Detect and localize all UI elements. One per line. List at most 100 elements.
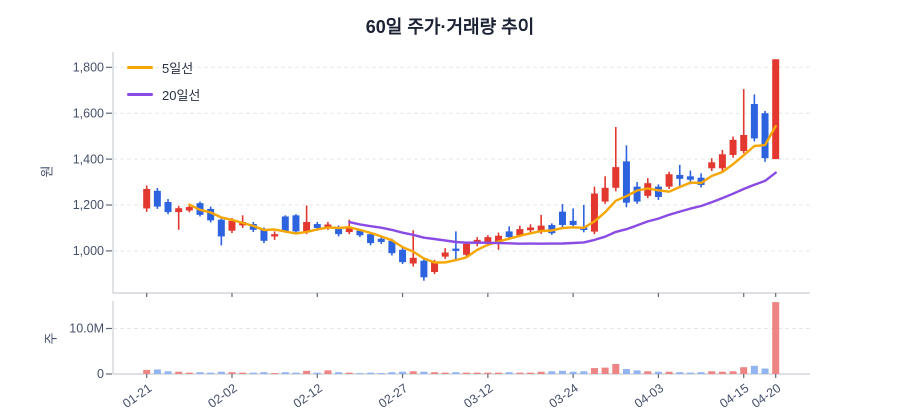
- price-axis-unit-label: 원: [39, 165, 55, 178]
- chart-title: 60일 주가·거래량 추이: [365, 17, 535, 37]
- legend-label: 20일선: [162, 88, 201, 103]
- candle: [303, 205, 311, 235]
- candle: [292, 214, 300, 233]
- candle: [207, 206, 215, 223]
- ma20-line: [348, 171, 777, 245]
- volume-bar: [228, 372, 236, 374]
- candle: [452, 231, 460, 260]
- volume-bar: [185, 372, 193, 374]
- candle: [718, 149, 726, 172]
- volume-bar: [612, 363, 620, 374]
- svg-text:04-20: 04-20: [749, 381, 783, 411]
- ma20-line-swatch: [127, 93, 153, 96]
- volume-bar: [772, 302, 780, 374]
- volume-bar: [718, 371, 726, 374]
- svg-text:02-12: 02-12: [291, 381, 325, 411]
- volume-bar: [399, 371, 407, 374]
- volume-bar: [516, 372, 524, 374]
- svg-text:02-27: 02-27: [376, 381, 410, 411]
- svg-text:1,400: 1,400: [73, 152, 104, 166]
- candle: [526, 224, 534, 233]
- candle: [505, 226, 513, 240]
- candle: [558, 204, 566, 228]
- candle: [335, 225, 343, 237]
- volume-bar: [292, 372, 300, 374]
- candle: [612, 126, 620, 192]
- volume-bar: [388, 372, 396, 374]
- volume-bar: [708, 371, 716, 374]
- candle: [441, 248, 449, 259]
- volume-bar: [431, 372, 439, 374]
- candle: [420, 258, 428, 281]
- candle: [686, 170, 694, 185]
- candle: [271, 231, 279, 240]
- candle: [708, 158, 716, 172]
- volume-bar: [729, 371, 737, 374]
- volume-bar: [697, 372, 705, 374]
- volume-bar: [665, 371, 673, 374]
- candle: [431, 259, 439, 275]
- svg-text:01-21: 01-21: [120, 381, 154, 411]
- candle: [463, 241, 471, 257]
- volume-bar: [239, 372, 247, 374]
- volume-bar: [505, 372, 513, 374]
- volume-bar: [686, 372, 694, 374]
- candle: [153, 188, 161, 209]
- volume-bar: [761, 368, 769, 374]
- candle: [676, 164, 684, 187]
- volume-bar: [153, 369, 161, 374]
- candle: [516, 225, 524, 238]
- svg-text:10.0M: 10.0M: [69, 322, 104, 336]
- candle: [740, 89, 748, 154]
- candle: [729, 136, 737, 158]
- candle: [697, 173, 705, 188]
- volume-bar: [452, 372, 460, 374]
- candle: [750, 94, 758, 142]
- candle: [260, 227, 268, 244]
- volume-bar: [601, 367, 609, 374]
- volume-bar: [345, 372, 353, 374]
- svg-text:02-02: 02-02: [205, 381, 239, 411]
- volume-bar: [303, 370, 311, 374]
- volume-bar: [569, 371, 577, 374]
- volume-bar: [420, 371, 428, 374]
- volume-bar: [335, 372, 343, 374]
- candle: [185, 204, 193, 213]
- moving-average-lines: [188, 124, 777, 264]
- candle: [590, 186, 598, 235]
- volume-bar: [271, 373, 279, 375]
- volume-bar: [580, 371, 588, 374]
- volume-bar: [484, 372, 492, 374]
- candle: [281, 215, 289, 233]
- volume-bar: [356, 373, 364, 375]
- svg-text:03-12: 03-12: [461, 381, 495, 411]
- volume-bar: [526, 372, 534, 374]
- price-gridlines: [113, 66, 810, 329]
- candle: [761, 110, 769, 162]
- candle: [399, 247, 407, 264]
- candle: [356, 229, 364, 238]
- svg-text:04-15: 04-15: [717, 381, 751, 411]
- svg-text:1,600: 1,600: [73, 106, 104, 120]
- candle: [217, 216, 225, 246]
- svg-text:1,800: 1,800: [73, 61, 104, 75]
- volume-bars: [143, 302, 780, 375]
- volume-bar: [249, 372, 257, 374]
- candlesticks: [143, 59, 780, 281]
- candle: [654, 184, 662, 200]
- candle: [377, 236, 385, 245]
- candle: [313, 221, 321, 231]
- volume-bar: [537, 371, 545, 374]
- volume-bar: [654, 371, 662, 374]
- candle: [175, 205, 183, 230]
- volume-axis-unit-label: 주: [43, 332, 59, 345]
- volume-bar: [463, 372, 471, 374]
- volume-bar: [676, 372, 684, 374]
- candle: [569, 208, 577, 229]
- legend-item-ma20: 20일선: [127, 85, 200, 104]
- candle: [772, 59, 780, 160]
- candle: [601, 176, 609, 204]
- candle: [143, 185, 151, 212]
- ma5-line: [188, 124, 777, 264]
